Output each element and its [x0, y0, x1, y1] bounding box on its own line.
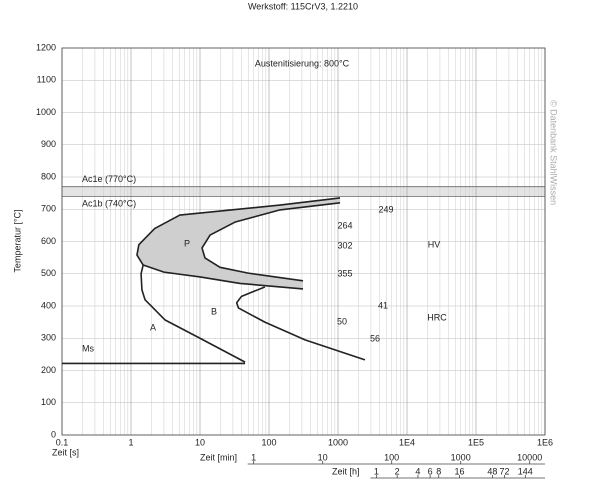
- x3-axis-label: Zeit [h]: [332, 466, 360, 476]
- secondary-tick-label: 4: [415, 466, 420, 476]
- annotation: A: [150, 322, 156, 332]
- hardness-value: 41: [378, 300, 388, 310]
- curve: [201, 202, 341, 282]
- secondary-tick-label: 144: [518, 466, 533, 476]
- curve: [140, 264, 246, 363]
- annotation: Austenitisierung: 800°C: [255, 58, 350, 68]
- secondary-tick-label: 6: [428, 466, 433, 476]
- secondary-tick-label: 48: [487, 466, 497, 476]
- y-tick-label: 1100: [37, 75, 56, 85]
- y-tick-label: 900: [41, 139, 56, 149]
- x2-axis-label: Zeit [min]: [200, 452, 237, 462]
- x-tick-label: 0.1: [56, 437, 69, 447]
- annotation: B: [211, 306, 217, 316]
- hardness-value: 50: [337, 316, 347, 326]
- secondary-tick-label: 10: [318, 452, 328, 462]
- x-tick-label: 1E5: [468, 437, 484, 447]
- y-tick-label: 200: [41, 365, 56, 375]
- y-tick-label: 0: [51, 429, 56, 439]
- watermark: © Datenbank StahlWissen: [549, 100, 559, 205]
- y-axis-label: Temperatur [°C]: [12, 209, 22, 272]
- annotation: Ms: [82, 343, 94, 353]
- y-tick-label: 700: [41, 204, 56, 214]
- x-axis-label: Zeit [s]: [52, 447, 79, 457]
- y-tick-label: 800: [41, 171, 56, 181]
- hardness-unit: HV: [428, 239, 441, 249]
- y-tick-label: 1000: [36, 107, 56, 117]
- y-tick-label: 1200: [36, 42, 56, 52]
- hardness-value: 264: [337, 220, 352, 230]
- hardness-value: 249: [378, 204, 393, 214]
- secondary-tick-label: 1000: [451, 452, 471, 462]
- y-tick-label: 300: [41, 333, 56, 343]
- x-tick-label: 100: [261, 437, 276, 447]
- secondary-tick-label: 72: [500, 466, 510, 476]
- y-tick-label: 400: [41, 300, 56, 310]
- x-tick-label: 1E6: [537, 437, 553, 447]
- curve: [235, 286, 366, 361]
- annotation: P: [184, 238, 190, 248]
- secondary-tick-label: 16: [454, 466, 464, 476]
- hardness-unit: HRC: [427, 312, 447, 322]
- reference-label: Ac1b (740°C): [82, 199, 136, 209]
- secondary-tick-label: 1: [374, 466, 379, 476]
- secondary-tick-label: 100: [384, 452, 399, 462]
- pearlite-region: [136, 197, 341, 289]
- curve: [136, 197, 341, 290]
- hardness-value: 355: [337, 268, 352, 278]
- hardness-value: 56: [370, 333, 380, 343]
- secondary-tick-label: 1: [251, 452, 256, 462]
- y-tick-label: 500: [41, 268, 56, 278]
- chart-title: Werkstoff: 115CrV3, 1.2210: [248, 1, 358, 11]
- secondary-tick-label: 2: [395, 466, 400, 476]
- x-tick-label: 1E4: [399, 437, 415, 447]
- secondary-tick-label: 8: [436, 466, 441, 476]
- hardness-value: 302: [337, 240, 352, 250]
- reference-label: Ac1e (770°C): [82, 174, 136, 184]
- x-tick-label: 10: [195, 437, 205, 447]
- plot-frame: [61, 47, 546, 436]
- y-tick-label: 600: [41, 236, 56, 246]
- secondary-tick-label: 10000: [517, 452, 542, 462]
- y-tick-label: 100: [41, 397, 56, 407]
- x-tick-label: 1: [128, 437, 133, 447]
- x-tick-label: 1000: [328, 437, 348, 447]
- reference-band: [62, 186, 545, 197]
